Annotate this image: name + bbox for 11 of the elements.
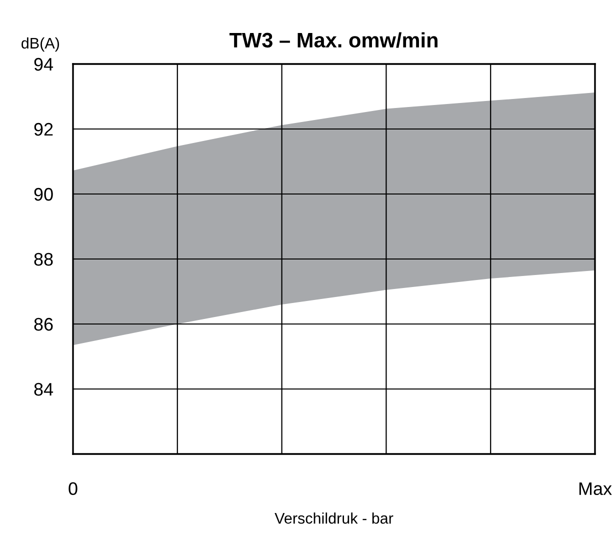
y-tick-label: 84 xyxy=(34,382,54,396)
y-tick-label: 94 xyxy=(34,58,54,71)
y-tick-label: 90 xyxy=(34,188,53,201)
x-tick-label: 0 xyxy=(68,482,78,496)
x-axis-title: Verschildruk - bar xyxy=(274,512,394,524)
y-tick-label: 88 xyxy=(34,252,53,266)
y-tick-label: 86 xyxy=(34,318,53,331)
x-tick-label: Max xyxy=(579,482,612,496)
y-axis-title: dB(A) xyxy=(22,37,60,52)
chart-title: TW3 – Max. omw/min xyxy=(229,32,438,48)
y-tick-label: 92 xyxy=(34,122,53,136)
